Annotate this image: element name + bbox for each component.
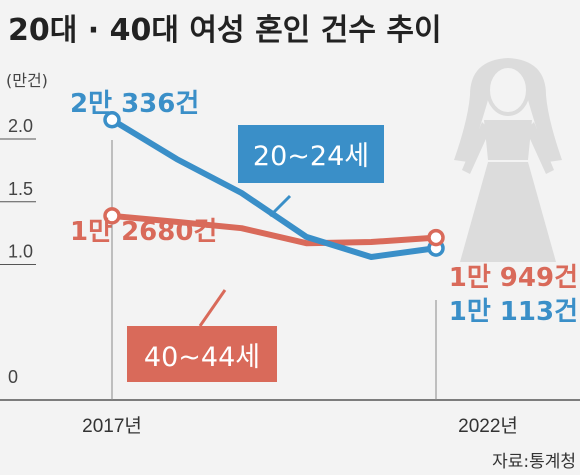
data-label-20-24-end: 1만 113건 <box>449 297 578 327</box>
callout-line-40-44 <box>198 289 227 327</box>
data-point-marker-20-24-start <box>103 111 121 129</box>
y-tick-label: 2.0 <box>8 116 33 136</box>
y-tick-label: 1.0 <box>8 242 33 262</box>
data-label-40-44-start: 1만 2680건 <box>70 217 217 247</box>
data-point-marker-40-44-end <box>427 228 445 247</box>
source-note: 자료:통계청 <box>492 452 576 472</box>
y-axis-label: (만건) <box>6 71 48 90</box>
legend-label-20-24: 20~24세 <box>253 141 369 172</box>
y-tick-label: 1.5 <box>8 179 33 199</box>
data-label-20-24-start: 2만 336건 <box>70 89 199 119</box>
legend-box-20-24 <box>238 125 384 183</box>
legend-label-40-44: 40~44세 <box>144 342 260 373</box>
callout-line-20-24 <box>268 194 292 218</box>
chart-title: 20대 · 40대 여성 혼인 건수 추이 <box>8 13 442 48</box>
y-axis: 2.0 1.5 1.0 0 <box>0 116 36 387</box>
series-line-20-24 <box>109 116 439 260</box>
bride-veil-icon <box>454 58 562 262</box>
x-tick-label-end: 2022년 <box>458 415 518 437</box>
series-line-40-44 <box>109 212 439 247</box>
data-point-marker-40-44-start <box>103 207 121 225</box>
legend-box-40-44 <box>127 326 277 382</box>
data-label-40-44-end: 1만 949건 <box>449 263 578 293</box>
y-tick-label: 0 <box>8 367 18 387</box>
x-tick-label-start: 2017년 <box>82 415 142 437</box>
